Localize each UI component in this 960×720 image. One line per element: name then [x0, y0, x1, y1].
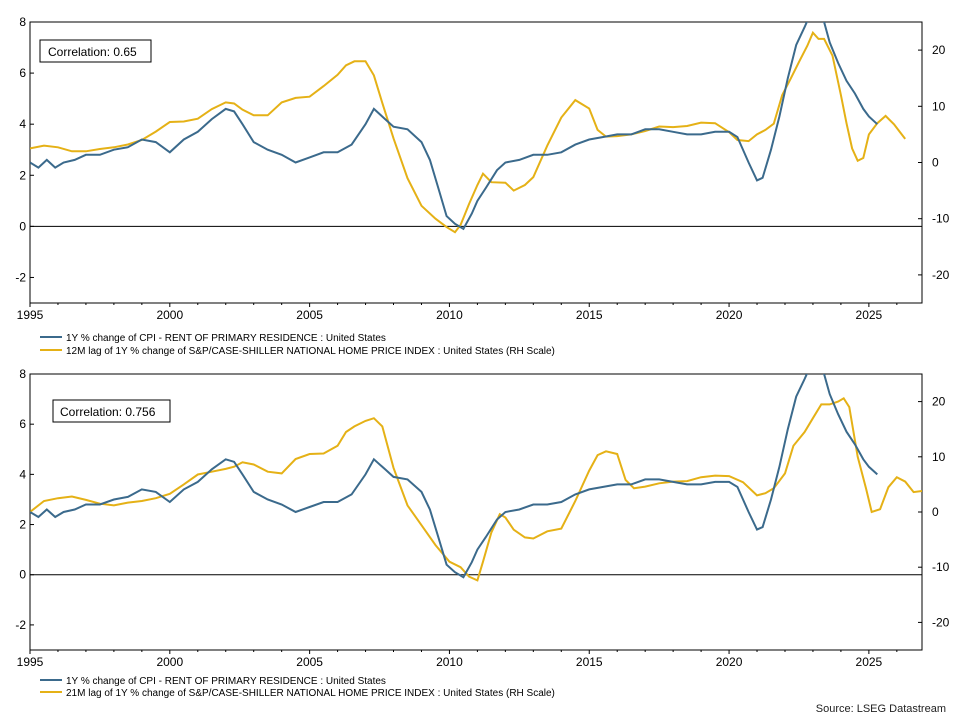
plot-area [29, 21, 923, 304]
legend: 1Y % change of CPI - RENT OF PRIMARY RES… [40, 676, 555, 699]
x-tick-label: 1995 [17, 308, 44, 322]
hpi-series-line [30, 396, 922, 582]
right-tick-label: -10 [932, 212, 950, 226]
x-tick-label: 2025 [856, 308, 883, 322]
x-axis-ticks: 1995 2000 2005 2010 2015 2020 2025 [17, 303, 898, 322]
x-tick-label: 2025 [856, 655, 883, 669]
x-tick-label: 2015 [576, 308, 603, 322]
right-axis-ticks: -20 -10 0 10 20 [918, 395, 950, 629]
x-tick-label: 2000 [156, 308, 183, 322]
correlation-box: Correlation: 0.65 [39, 39, 152, 63]
cpi-series-line [30, 374, 878, 579]
plot-area [29, 373, 923, 651]
legend-cpi-label: 1Y % change of CPI - RENT OF PRIMARY RES… [66, 676, 386, 687]
right-tick-label: 10 [932, 450, 946, 464]
right-tick-label: 10 [932, 99, 946, 113]
left-tick-label: -2 [15, 270, 26, 284]
correlation-label: Correlation: 0.65 [48, 45, 137, 59]
source-note: Source: LSEG Datastream [815, 703, 946, 715]
right-tick-label: 20 [932, 43, 946, 57]
left-tick-label: 2 [19, 168, 26, 182]
left-tick-label: 0 [19, 219, 26, 233]
legend-cpi-label: 1Y % change of CPI - RENT OF PRIMARY RES… [66, 333, 386, 344]
left-tick-label: 6 [19, 417, 26, 431]
x-axis-ticks: 1995 2000 2005 2010 2015 2020 2025 [17, 650, 898, 669]
x-tick-label: 2005 [296, 308, 323, 322]
x-tick-label: 2015 [576, 655, 603, 669]
right-tick-label: -20 [932, 615, 950, 629]
left-tick-label: 8 [19, 367, 26, 381]
right-tick-label: 20 [932, 395, 946, 409]
right-tick-label: -20 [932, 268, 950, 282]
right-tick-label: -10 [932, 560, 950, 574]
correlation-box: Correlation: 0.756 [52, 399, 171, 423]
hpi-series-line [30, 30, 906, 234]
x-tick-label: 2020 [716, 655, 743, 669]
left-tick-label: 4 [19, 117, 26, 131]
correlation-label: Correlation: 0.756 [60, 405, 156, 419]
left-tick-label: 4 [19, 467, 26, 481]
left-tick-label: 8 [19, 15, 26, 29]
x-tick-label: 2000 [156, 655, 183, 669]
right-axis-ticks: -20 -10 0 10 20 [918, 43, 950, 282]
legend-hpi-label: 21M lag of 1Y % change of S&P/CASE-SHILL… [66, 688, 555, 699]
left-tick-label: -2 [15, 618, 26, 632]
left-tick-label: 6 [19, 66, 26, 80]
right-tick-label: 0 [932, 156, 939, 170]
x-tick-label: 1995 [17, 655, 44, 669]
left-tick-label: 2 [19, 518, 26, 532]
x-tick-label: 2010 [436, 655, 463, 669]
right-tick-label: 0 [932, 505, 939, 519]
x-tick-label: 2020 [716, 308, 743, 322]
cpi-series-line [30, 22, 878, 231]
left-tick-label: 0 [19, 568, 26, 582]
legend: 1Y % change of CPI - RENT OF PRIMARY RES… [40, 333, 555, 357]
legend-hpi-label: 12M lag of 1Y % change of S&P/CASE-SHILL… [66, 346, 555, 357]
x-tick-label: 2010 [436, 308, 463, 322]
x-tick-label: 2005 [296, 655, 323, 669]
